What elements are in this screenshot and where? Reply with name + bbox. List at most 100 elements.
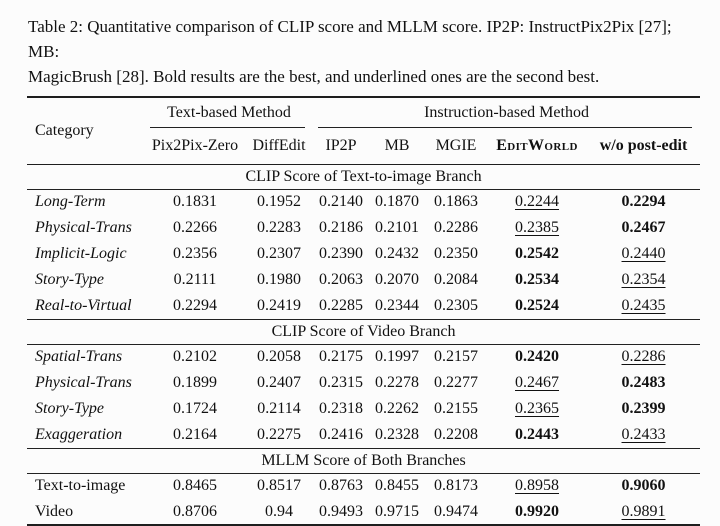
score-cell: 0.2307 [257,245,301,262]
score-cell: 0.2407 [257,374,301,391]
table-row: Video 0.8706 0.94 0.9493 0.9715 0.9474 0.9920 0… [27,499,700,525]
score-cell: 0.2305 [434,296,479,314]
score-cell: 0.2175 [319,348,364,366]
section-title: CLIP Score of Text-to-image Branch [27,163,701,190]
score-cell: 0.2435 [621,296,666,314]
score-cell: 0.2354 [621,271,666,288]
column-header-mgie: MGIE [425,128,488,165]
column-header-pix2pix-zero: Pix2Pix-Zero [145,128,245,165]
row-category-label: Real-to-Virtual [35,296,132,314]
column-header-ip2p: IP2P [313,128,370,165]
table-header: Category Text-based Method Instruction-b… [27,97,701,165]
score-cell: 0.2344 [375,296,420,314]
score-cell: 0.1863 [434,193,479,211]
score-cell: 0.9920 [515,502,560,520]
score-cell: 0.2084 [434,271,479,288]
score-cell: 0.2365 [515,400,560,417]
table-row: Story-Type 0.1724 0.2114 0.2318 0.2262 0.2155… [27,396,700,422]
table-row: Exaggeration 0.2164 0.2275 0.2416 0.2328 0.22… [27,422,700,448]
score-cell: 0.9060 [621,477,666,495]
table-body: CLIP Score of Text-to-image Branch Long-T… [27,163,701,525]
row-category-label: Exaggeration [35,425,123,443]
score-cell: 0.2277 [434,374,479,391]
table-row: Spatial-Trans 0.2102 0.2058 0.2175 0.1997 0.2… [27,344,700,370]
score-cell: 0.2278 [375,374,420,391]
score-cell: 0.8517 [257,477,301,495]
header-group-row: Category Text-based Method Instruction-b… [27,97,700,165]
score-cell: 0.9891 [621,502,666,520]
score-cell: 0.2315 [319,374,364,391]
score-cell: 0.2186 [319,219,364,236]
section-title-row: MLLM Score of Both Branches [27,447,701,474]
column-header-category: Category [27,97,145,165]
table-row: Implicit-Logic 0.2356 0.2307 0.2390 0.2432 0.… [27,241,700,267]
table-row: Real-to-Virtual 0.2294 0.2419 0.2285 0.2344 0… [27,293,700,319]
row-category-label: Video [35,502,74,520]
score-cell: 0.2350 [434,245,479,262]
score-cell: 0.2070 [375,271,420,288]
section-title: CLIP Score of Video Branch [27,318,701,345]
column-header-mb: MB [369,128,426,165]
score-cell: 0.2058 [257,348,301,366]
table-row: Text-to-image 0.8465 0.8517 0.8763 0.8455 0.8… [27,473,700,499]
section-title-row: CLIP Score of Video Branch [27,318,701,345]
score-cell: 0.8455 [375,477,420,495]
score-cell: 0.9474 [434,502,479,520]
score-cell: 0.2063 [319,271,364,288]
section-title: MLLM Score of Both Branches [27,447,701,474]
score-cell: 0.2356 [173,245,217,262]
score-cell: 0.2440 [621,245,666,262]
table-row: Physical-Trans 0.1899 0.2407 0.2315 0.2278 0.… [27,370,700,396]
row-category-label: Story-Type [35,400,105,417]
score-cell: 0.2420 [515,348,560,366]
score-cell: 0.8173 [434,477,479,495]
table-row: Physical-Trans 0.2266 0.2283 0.2186 0.2101 0.… [27,215,700,241]
table-row: Story-Type 0.2111 0.1980 0.2063 0.2070 0.2084… [27,267,700,293]
score-cell: 0.8958 [515,477,560,495]
score-cell: 0.2164 [173,425,217,443]
score-cell: 0.1980 [257,271,301,288]
score-cell: 0.1997 [375,348,420,366]
row-category-label: Physical-Trans [35,219,132,236]
score-cell: 0.9715 [375,502,420,520]
row-category-label: Implicit-Logic [35,245,127,262]
row-category-label: Long-Term [35,193,106,211]
score-cell: 0.2328 [375,425,420,443]
row-category-label: Physical-Trans [35,374,132,391]
score-cell: 0.2390 [319,245,364,262]
score-cell: 0.2483 [621,374,666,391]
results-table: Category Text-based Method Instruction-b… [27,96,701,526]
score-cell: 0.2542 [515,245,560,262]
score-cell: 0.1831 [173,193,217,211]
column-group-text-based-method: Text-based Method [145,97,313,128]
score-cell: 0.8706 [173,502,217,520]
score-cell: 0.2286 [621,348,666,366]
score-cell: 0.2443 [515,425,560,443]
column-header-diffedit: DiffEdit [245,128,314,165]
score-cell: 0.2155 [434,400,479,417]
table-caption: Table 2: Quantitative comparison of CLIP… [0,0,720,89]
score-cell: 0.2399 [621,400,666,417]
score-cell: 0.2467 [515,374,560,391]
score-cell: 0.1952 [257,193,301,211]
score-cell: 0.2244 [515,193,560,211]
score-cell: 0.2111 [173,271,217,288]
page: { "caption": { "line1": "Table 2: Quanti… [27,17,701,526]
score-cell: 0.2294 [173,296,217,314]
row-category-label: Text-to-image [35,477,126,495]
score-cell: 0.2419 [257,296,301,314]
caption-line-1: Table 2: Quantitative comparison of CLIP… [28,17,672,61]
column-group-instruction-based-method: Instruction-based Method [313,97,700,128]
section-title-row: CLIP Score of Text-to-image Branch [27,163,701,190]
score-cell: 0.2385 [515,219,560,236]
score-cell: 0.2524 [515,296,560,314]
score-cell: 0.1870 [375,193,420,211]
score-cell: 0.2275 [257,425,301,443]
score-cell: 0.2432 [375,245,420,262]
caption-line-2: MagicBrush [28]. Bold results are the be… [28,67,600,86]
score-cell: 0.2318 [319,400,364,417]
score-cell: 0.1724 [173,400,217,417]
score-cell: 0.8763 [319,477,364,495]
score-cell: 0.2286 [434,219,479,236]
